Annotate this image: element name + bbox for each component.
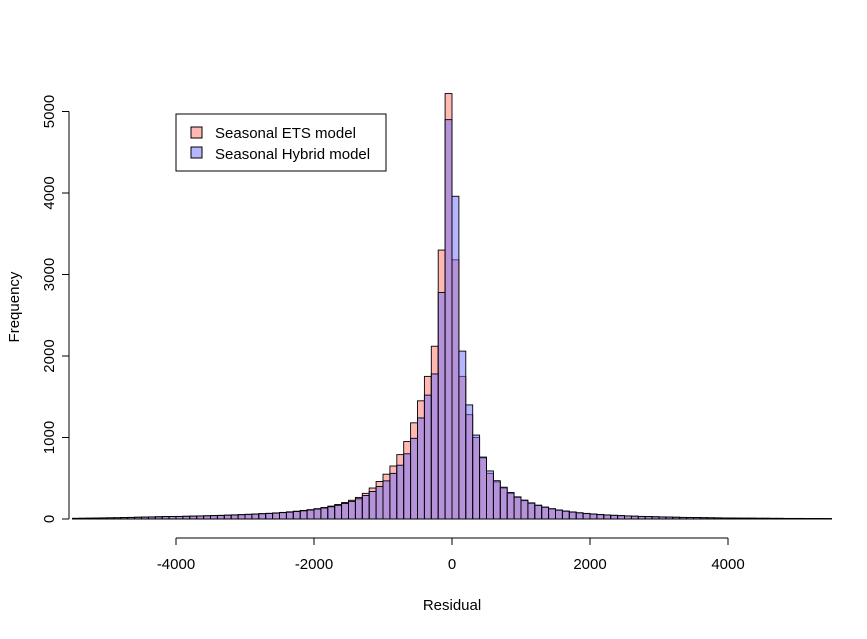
y-tick-label: 0: [41, 515, 58, 523]
hybrid-bar: [424, 395, 431, 519]
hybrid-bar: [224, 515, 231, 519]
hybrid-bar: [542, 507, 549, 519]
x-tick-label: 2000: [573, 556, 606, 573]
hybrid-bar: [280, 513, 287, 519]
hybrid-bar: [266, 513, 273, 519]
legend-swatch-ets: [191, 127, 202, 138]
hybrid-bar: [562, 511, 569, 519]
hybrid-bar: [321, 508, 328, 519]
x-tick-label: -2000: [295, 556, 333, 573]
x-tick-label: 4000: [711, 556, 744, 573]
hybrid-bar: [473, 435, 480, 519]
hybrid-bars: [73, 120, 832, 519]
hybrid-bar: [349, 501, 356, 519]
x-tick-label: -4000: [157, 556, 195, 573]
hybrid-bar: [452, 196, 459, 519]
hybrid-bar: [535, 505, 542, 519]
hybrid-bar: [314, 509, 321, 519]
y-tick-label: 4000: [41, 176, 58, 209]
hybrid-bar: [618, 516, 625, 519]
hybrid-bar: [500, 487, 507, 519]
hybrid-bar: [507, 493, 514, 519]
hybrid-bar: [549, 509, 556, 519]
hybrid-bar: [238, 515, 245, 519]
hybrid-bar: [466, 405, 473, 519]
legend-swatch-hybrid: [191, 147, 202, 158]
hybrid-bar: [556, 510, 563, 519]
hybrid-bar: [362, 496, 369, 519]
hybrid-bar: [335, 505, 342, 519]
hybrid-bar: [300, 511, 307, 519]
hybrid-bar: [576, 513, 583, 519]
hybrid-bar: [211, 516, 218, 519]
hybrid-bar: [252, 514, 259, 519]
x-tick-label: 0: [448, 556, 456, 573]
hybrid-bar: [418, 418, 425, 519]
hybrid-bar: [273, 513, 280, 519]
hybrid-bar: [404, 454, 411, 519]
hybrid-bar: [307, 510, 314, 519]
hybrid-bar: [383, 481, 390, 519]
y-tick-label: 2000: [41, 339, 58, 372]
hybrid-bar: [528, 503, 535, 519]
hybrid-bar: [569, 512, 576, 519]
hybrid-bar: [217, 516, 224, 520]
hybrid-bar: [487, 471, 494, 519]
hybrid-bar: [342, 504, 349, 519]
hybrid-bar: [493, 481, 500, 519]
hybrid-bar: [480, 457, 487, 519]
y-axis: 0 1000 2000 3000 4000 5000: [41, 95, 69, 523]
y-tick-label: 5000: [41, 95, 58, 128]
y-tick-group: 0 1000 2000 3000 4000 5000: [41, 95, 69, 523]
hybrid-bar: [521, 500, 528, 519]
hybrid-bar: [369, 491, 376, 519]
hybrid-bar: [286, 512, 293, 519]
hybrid-bar: [590, 514, 597, 519]
hybrid-bar: [583, 513, 590, 519]
hybrid-bar: [431, 374, 438, 519]
hybrid-bar: [293, 512, 300, 520]
x-axis: -4000 -2000 0 2000 4000: [157, 538, 745, 573]
y-tick-label: 1000: [41, 421, 58, 454]
y-tick-label: 3000: [41, 258, 58, 291]
hybrid-bar: [459, 351, 466, 519]
legend-label-ets: Seasonal ETS model: [215, 125, 356, 142]
hybrid-bar: [328, 507, 335, 519]
hybrid-bar: [514, 497, 521, 519]
y-axis-title: Frequency: [6, 271, 23, 342]
x-axis-title: Residual: [423, 597, 481, 614]
hybrid-bar: [376, 487, 383, 519]
hybrid-bar: [231, 515, 238, 519]
hybrid-bar: [597, 514, 604, 519]
x-tick-group: -4000 -2000 0 2000 4000: [157, 538, 745, 573]
hybrid-bar: [397, 465, 404, 519]
legend: Seasonal ETS model Seasonal Hybrid model: [176, 114, 386, 171]
hybrid-bar: [390, 473, 397, 519]
hybrid-bar: [259, 514, 266, 519]
hybrid-bar: [445, 120, 452, 519]
hybrid-bar: [355, 499, 362, 519]
hybrid-bar: [411, 438, 418, 519]
hybrid-bar: [438, 292, 445, 519]
hybrid-bar: [245, 514, 252, 519]
hybrid-bar: [611, 515, 618, 519]
hybrid-bar: [604, 515, 611, 519]
legend-label-hybrid: Seasonal Hybrid model: [215, 146, 370, 163]
